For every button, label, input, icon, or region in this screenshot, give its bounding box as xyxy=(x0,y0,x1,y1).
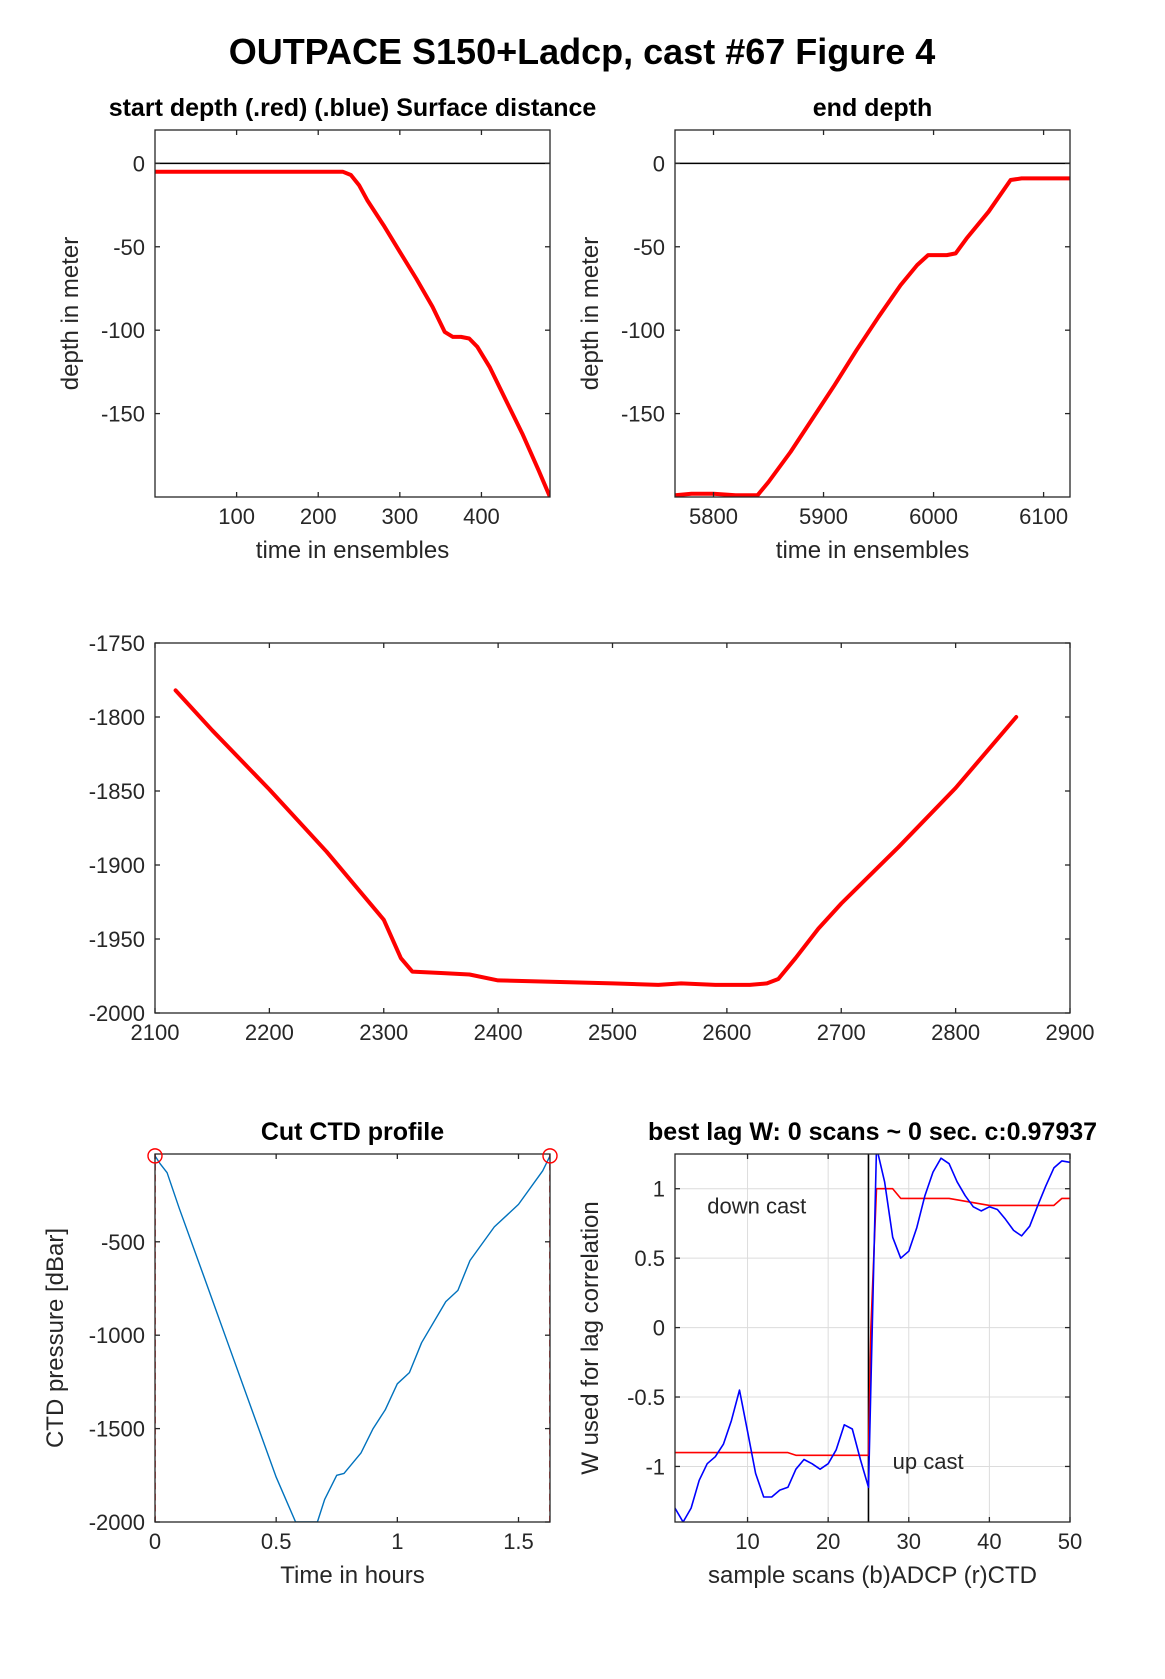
y-tick-label: -100 xyxy=(621,318,665,343)
y-tick-label: -150 xyxy=(101,402,145,427)
y-tick-label: -1 xyxy=(645,1454,665,1479)
y-tick-label: -1500 xyxy=(89,1417,145,1442)
x-tick-label: 0.5 xyxy=(261,1529,292,1554)
plot-area xyxy=(675,130,1070,497)
lag-correlation-axes: 10 20 30 40 50 1 0.5 0 -0.5 -1 best lag W: 0 scans… xyxy=(577,1118,1097,1589)
data-layer xyxy=(155,1154,550,1522)
x-axis-label: time in ensembles xyxy=(256,537,449,564)
x-tick-label: 6000 xyxy=(909,504,958,529)
annotation-1: down cast xyxy=(707,1194,806,1219)
x-tick-label: 2300 xyxy=(359,1020,408,1045)
x-tick-label: 100 xyxy=(218,504,255,529)
y-tick-label: -1000 xyxy=(89,1323,145,1348)
y-tick-label: -1900 xyxy=(89,853,145,878)
y-axis-label: depth in meter xyxy=(57,237,84,390)
cut-marker xyxy=(542,1148,558,1164)
axes-title: best lag W: 0 scans ~ 0 sec. c:0.97937 xyxy=(648,1118,1097,1146)
x-tick-label: 6100 xyxy=(1019,504,1068,529)
axes-title: end depth xyxy=(813,94,932,122)
y-tick-label: -150 xyxy=(621,402,665,427)
plot-area xyxy=(155,643,1070,1013)
data-layer xyxy=(155,162,550,497)
figure-title: OUTPACE S150+Ladcp, cast #67 Figure 4 xyxy=(229,31,936,72)
x-axis-label: Time in hours xyxy=(280,1562,425,1589)
x-tick-label: 2700 xyxy=(817,1020,866,1045)
x-tick-label: 2900 xyxy=(1046,1020,1095,1045)
x-tick-label: 30 xyxy=(897,1529,921,1554)
series-line-2 xyxy=(675,1154,1070,1522)
axes-box xyxy=(154,129,551,498)
data-layer xyxy=(173,688,1019,987)
axes-box xyxy=(674,129,1071,498)
x-tick-label: 0 xyxy=(149,1529,161,1554)
y-tick-label: -50 xyxy=(633,235,665,260)
y-tick-label: -1850 xyxy=(89,779,145,804)
x-axis-label: sample scans (b)ADCP (r)CTD xyxy=(708,1562,1037,1589)
start-depth-axes: 100 200 300 400 0 -50 -100 -150 start depth (.re… xyxy=(57,94,596,564)
x-tick-label: 2800 xyxy=(931,1020,980,1045)
cut-marker xyxy=(147,1148,163,1164)
axes-title: start depth (.red) (.blue) Surface dista… xyxy=(109,94,597,122)
y-tick-label: -1750 xyxy=(89,631,145,656)
series-line-1 xyxy=(675,176,1070,497)
x-tick-label: 5800 xyxy=(689,504,738,529)
y-tick-label: -100 xyxy=(101,318,145,343)
axes-box xyxy=(154,1153,551,1523)
data-layer xyxy=(675,162,1070,497)
y-axis-label: depth in meter xyxy=(577,237,604,390)
y-tick-label: -1800 xyxy=(89,705,145,730)
y-tick-label: -2000 xyxy=(89,1510,145,1535)
x-tick-label: 2400 xyxy=(474,1020,523,1045)
x-tick-label: 10 xyxy=(735,1529,759,1554)
plot-area xyxy=(155,1154,550,1522)
y-tick-label: -1950 xyxy=(89,927,145,952)
x-tick-label: 2600 xyxy=(702,1020,751,1045)
series-line-1 xyxy=(155,1155,550,1522)
end-depth-axes: 5800 5900 6000 6100 0 -50 -100 -150 end depth tim… xyxy=(577,94,1071,564)
series-line-1 xyxy=(173,688,1019,987)
axes-title: Cut CTD profile xyxy=(261,1118,444,1146)
y-tick-label: 0 xyxy=(133,151,145,176)
axes-box xyxy=(674,1153,1071,1523)
y-tick-label: 0.5 xyxy=(634,1246,665,1271)
bottom-depth-axes: 2100 2200 2300 2400 2500 2600 2700 2800 2900 -175… xyxy=(89,631,1095,1045)
y-tick-label: 0 xyxy=(653,151,665,176)
y-tick-label: 0 xyxy=(653,1316,665,1341)
y-tick-label: -50 xyxy=(113,235,145,260)
y-tick-label: -2000 xyxy=(89,1001,145,1026)
x-tick-label: 20 xyxy=(816,1529,840,1554)
y-tick-label: 1 xyxy=(653,1177,665,1202)
x-tick-label: 1 xyxy=(391,1529,403,1554)
y-axis-label: CTD pressure [dBar] xyxy=(42,1228,69,1448)
y-tick-label: -0.5 xyxy=(627,1385,665,1410)
plot-area xyxy=(155,130,550,497)
x-tick-label: 2500 xyxy=(588,1020,637,1045)
x-axis-label: time in ensembles xyxy=(776,537,969,564)
x-tick-label: 2100 xyxy=(131,1020,180,1045)
x-tick-label: 200 xyxy=(300,504,337,529)
annotation-2: up cast xyxy=(893,1449,964,1474)
x-tick-label: 2200 xyxy=(245,1020,294,1045)
ctd-profile-axes: 0 0.5 1 1.5 -500 -1000 -1500 -2000 Cut CTD profi… xyxy=(42,1118,558,1589)
y-tick-label: -500 xyxy=(101,1230,145,1255)
y-axis-label: W used for lag correlation xyxy=(577,1201,604,1474)
x-tick-label: 50 xyxy=(1058,1529,1082,1554)
x-tick-label: 40 xyxy=(977,1529,1001,1554)
series-line-1 xyxy=(155,169,550,497)
x-tick-label: 5900 xyxy=(799,504,848,529)
x-tick-label: 300 xyxy=(381,504,418,529)
series-line-1 xyxy=(675,1187,1070,1457)
data-layer xyxy=(675,1154,1070,1522)
x-tick-label: 400 xyxy=(463,504,500,529)
x-tick-label: 1.5 xyxy=(503,1529,534,1554)
